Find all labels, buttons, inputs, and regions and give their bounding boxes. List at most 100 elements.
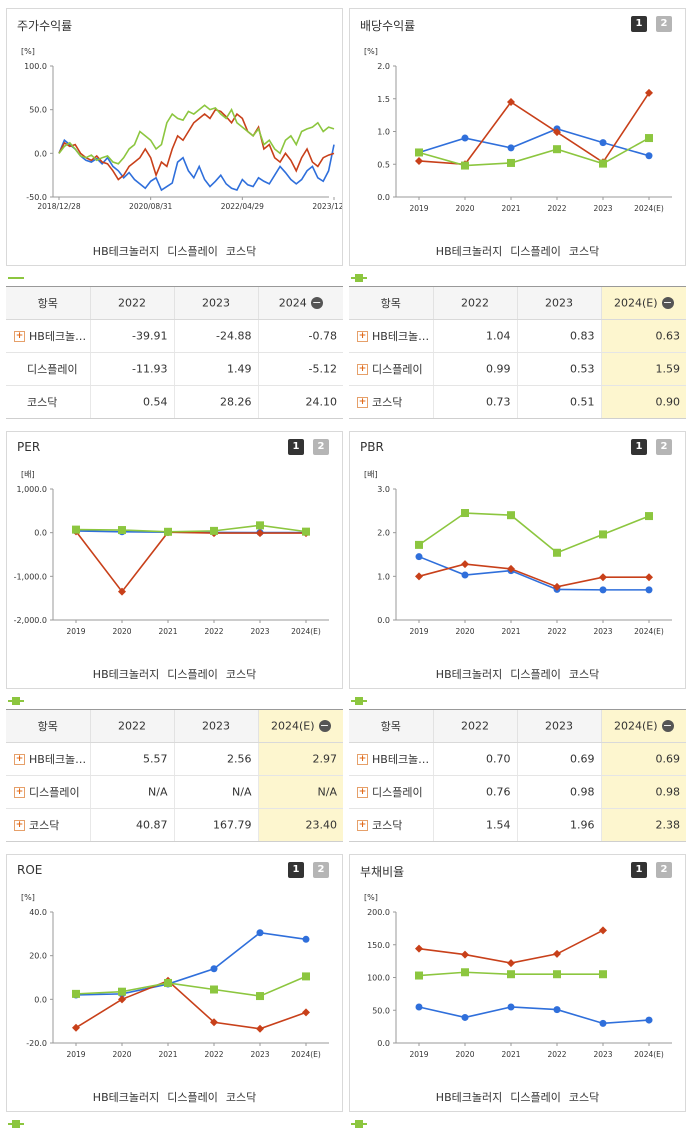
expand-row-icon[interactable]: + [357, 786, 368, 798]
series-line-2 [58, 104, 335, 165]
x-tick-label: 2022 [204, 1050, 223, 1059]
legend-item[interactable]: 디스플레이 [8, 666, 218, 705]
view-1-button[interactable]: 1 [288, 862, 304, 878]
collapse-column-button[interactable]: − [318, 719, 331, 733]
column-header-label: 2023 [202, 719, 230, 733]
column-header-label: 2024(E) [613, 296, 658, 310]
data-point [553, 582, 561, 591]
chart-legend: HB테크놀러지 디스플레이 코스닥 [350, 1089, 685, 1128]
expand-row-icon[interactable]: + [357, 819, 368, 831]
column-header-label: 항목 [380, 297, 401, 310]
data-point [645, 1016, 653, 1024]
x-tick-label: 2019 [66, 627, 85, 636]
expand-row-icon[interactable]: + [14, 330, 25, 342]
data-point [507, 1003, 515, 1011]
data-point [72, 1023, 80, 1032]
legend-item[interactable]: 코스닥 [351, 1089, 599, 1128]
data-point [461, 968, 469, 977]
legend-item[interactable]: 코스닥 [8, 1089, 256, 1128]
column-header: 2024(E) − [257, 710, 343, 743]
view-1-button[interactable]: 1 [631, 862, 647, 878]
legend-item[interactable]: 코스닥 [8, 666, 256, 705]
legend-item[interactable]: HB테크놀러지 [8, 243, 160, 279]
legend-item[interactable]: 코스닥 [8, 243, 256, 279]
value-cell: 0.98 [600, 775, 686, 809]
view-1-button[interactable]: 1 [631, 16, 647, 32]
series-1 [415, 926, 607, 968]
data-point [599, 926, 607, 935]
value-cell: -0.78 [257, 319, 343, 353]
legend-item[interactable]: HB테크놀러지 [8, 1089, 159, 1128]
panel-header: 주가수익률 [7, 9, 342, 39]
expand-row-icon[interactable]: + [357, 753, 368, 765]
row-label: 코스닥 [29, 819, 60, 832]
x-tick-label: 2020 [455, 1050, 474, 1059]
x-tick-label: 2024(E) [634, 204, 664, 213]
y-tick-label: 1.5 [377, 95, 390, 104]
view-2-button[interactable]: 2 [656, 439, 672, 455]
view-1-button[interactable]: 1 [288, 439, 304, 455]
view-2-button[interactable]: 2 [313, 439, 329, 455]
legend-item[interactable]: HB테크놀러지 [351, 243, 502, 282]
column-header-label: 2024 [278, 296, 307, 310]
expand-row-icon[interactable]: + [357, 330, 368, 342]
data-point [210, 985, 218, 994]
legend-item[interactable]: 디스플레이 [351, 243, 561, 282]
y-unit-label: [배] [364, 470, 378, 479]
legend-item[interactable]: 디스플레이 [351, 666, 561, 705]
view-2-button[interactable]: 2 [656, 862, 672, 878]
data-point [461, 161, 469, 170]
legend-item[interactable]: 디스플레이 [351, 1089, 561, 1128]
legend-item[interactable]: 디스플레이 [8, 1089, 218, 1128]
expand-row-icon[interactable]: + [14, 753, 25, 765]
row-label-cell: + 코스닥 [349, 809, 433, 842]
expand-row-icon[interactable]: + [14, 786, 25, 798]
legend-item[interactable]: 코스닥 [351, 666, 599, 705]
cell-value: 28.26 [220, 395, 252, 409]
x-tick-label: 2021 [158, 627, 177, 636]
column-header: 2022 [432, 710, 517, 743]
legend-item[interactable]: 코스닥 [351, 243, 599, 282]
cell-value: -0.78 [308, 329, 337, 343]
y-tick-label: 0.0 [34, 149, 47, 158]
cell-value: 0.90 [655, 395, 681, 409]
x-tick-label: 2019 [66, 1050, 85, 1059]
data-point [256, 1024, 264, 1033]
view-1-button[interactable]: 1 [631, 439, 647, 455]
legend-swatch [8, 1120, 24, 1128]
cell-value: 0.63 [655, 329, 681, 343]
value-cell: -39.91 [89, 319, 174, 353]
legend-item[interactable]: HB테크놀러지 [351, 666, 502, 705]
expand-row-icon[interactable]: + [357, 396, 368, 408]
legend-label: HB테크놀러지 [92, 245, 160, 258]
view-2-button[interactable]: 2 [656, 16, 672, 32]
x-tick-label: 2024(E) [291, 627, 321, 636]
series-line [418, 563, 649, 588]
data-point [256, 929, 264, 937]
collapse-column-button[interactable]: − [310, 296, 323, 310]
legend-item[interactable]: HB테크놀러지 [351, 1089, 502, 1128]
legend-item[interactable]: 디스플레이 [8, 243, 218, 279]
row-label: 코스닥 [27, 396, 58, 409]
data-point [645, 586, 653, 594]
panel-header: PER 1 2 [7, 432, 342, 462]
collapse-column-button[interactable]: − [661, 296, 674, 310]
data-point [553, 548, 561, 557]
series-line [418, 137, 650, 167]
data-point [461, 1013, 469, 1021]
value-cell: -24.88 [173, 319, 258, 353]
x-tick-label: 2020/08/31 [129, 202, 172, 211]
collapse-column-button[interactable]: − [661, 719, 674, 733]
row-label-cell: + 디스플레이 [6, 775, 90, 809]
y-tick-label: 2.0 [377, 529, 390, 538]
legend-item[interactable]: HB테크놀러지 [8, 666, 159, 705]
expand-row-icon[interactable]: + [14, 819, 25, 831]
legend-label: 디스플레이 [510, 1091, 561, 1104]
view-2-button[interactable]: 2 [313, 862, 329, 878]
value-cell: 0.54 [89, 385, 174, 418]
cell-value: 40.87 [136, 818, 168, 832]
legend-label: 디스플레이 [510, 668, 561, 681]
expand-row-icon[interactable]: + [357, 363, 368, 375]
cell-value: 0.69 [570, 752, 595, 766]
series-line [418, 1006, 650, 1025]
